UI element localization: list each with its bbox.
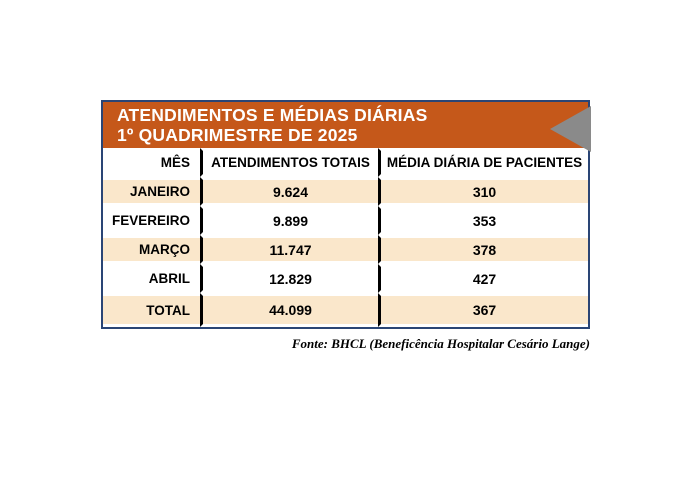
cell-media: 427 (378, 264, 588, 293)
cell-media: 310 (378, 177, 588, 206)
banner-title-line1: ATENDIMENTOS E MÉDIAS DIÁRIAS (117, 105, 428, 125)
cell-mes: TOTAL (103, 293, 200, 327)
column-header-mes: MÊS (103, 148, 200, 177)
cell-atendimentos: 44.099 (200, 293, 378, 327)
cell-atendimentos: 9.899 (200, 206, 378, 235)
cell-mes: ABRIL (103, 264, 200, 293)
table-row: FEVEREIRO 9.899 353 (103, 206, 588, 235)
report-table-card: ATENDIMENTOS E MÉDIAS DIÁRIAS 1º QUADRIM… (101, 100, 591, 329)
table-row: ABRIL 12.829 427 (103, 264, 588, 293)
cell-atendimentos: 12.829 (200, 264, 378, 293)
column-header-row: MÊS ATENDIMENTOS TOTAIS MÉDIA DIÁRIA DE … (103, 148, 588, 177)
cell-media: 353 (378, 206, 588, 235)
cell-atendimentos: 11.747 (200, 235, 378, 264)
column-header-atendimentos: ATENDIMENTOS TOTAIS (200, 148, 378, 177)
cell-atendimentos: 9.624 (200, 177, 378, 206)
cell-mes: FEVEREIRO (103, 206, 200, 235)
source-attribution: Fonte: BHCL (Beneficência Hospitalar Ces… (291, 336, 590, 351)
table-row-total: TOTAL 44.099 367 (103, 293, 588, 327)
cell-media: 378 (378, 235, 588, 264)
table-row: JANEIRO 9.624 310 (103, 177, 588, 206)
cell-mes: MARÇO (103, 235, 200, 264)
cell-mes: JANEIRO (103, 177, 200, 206)
banner-title-line2: 1º QUADRIMESTRE DE 2025 (117, 125, 358, 145)
cell-media: 367 (378, 293, 588, 327)
banner: ATENDIMENTOS E MÉDIAS DIÁRIAS 1º QUADRIM… (103, 102, 591, 152)
column-header-media: MÉDIA DIÁRIA DE PACIENTES (378, 148, 588, 177)
table-row: MARÇO 11.747 378 (103, 235, 588, 264)
left-arrow-triangle-icon (550, 106, 591, 152)
